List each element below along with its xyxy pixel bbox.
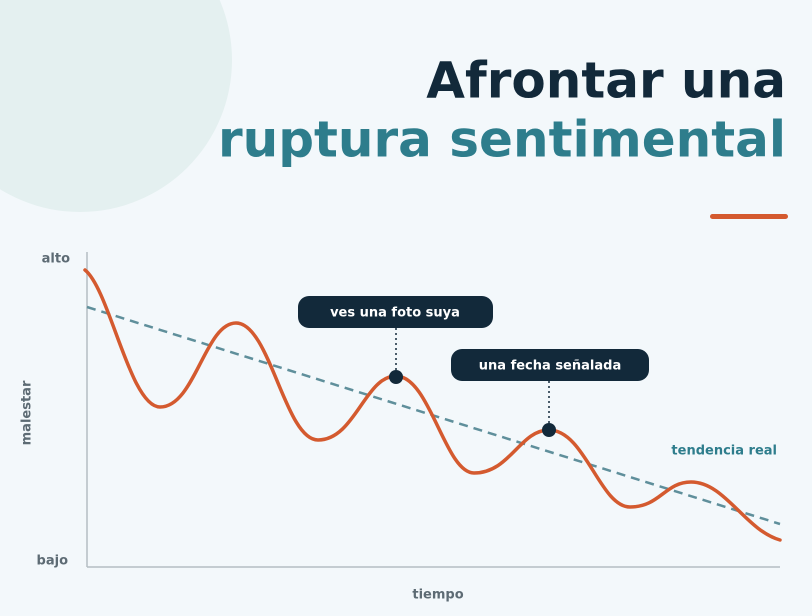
decor-circle <box>0 0 232 212</box>
curve <box>83 268 782 542</box>
callout-dot <box>542 423 556 437</box>
y-high-label: alto <box>42 252 70 267</box>
title-line2: ruptura sentimental <box>218 111 786 169</box>
callout-text: ves una foto suya <box>330 306 460 321</box>
y-low-label: bajo <box>37 554 69 569</box>
callout-pill <box>298 296 493 328</box>
callout-text: una fecha señalada <box>479 359 621 374</box>
callout-pill <box>451 349 649 381</box>
x-title: tiempo <box>412 588 463 603</box>
y-title: malestar <box>20 380 35 445</box>
title-line1: Afrontar una <box>426 52 786 110</box>
accent-bar <box>710 214 788 219</box>
trend-label: tendencia real <box>671 444 777 459</box>
callout-dot <box>389 370 403 384</box>
